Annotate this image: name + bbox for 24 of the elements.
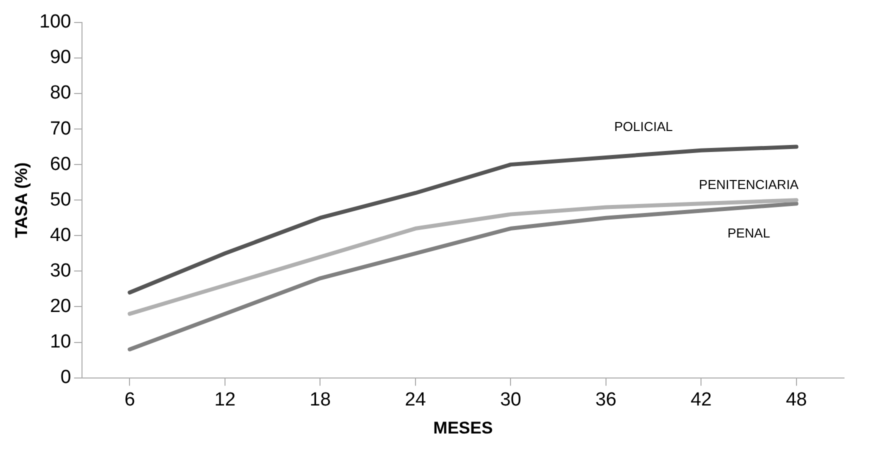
x-tick-label: 6 xyxy=(124,389,136,410)
x-tick-label: 36 xyxy=(595,389,616,410)
y-tick-label: 90 xyxy=(50,47,72,68)
y-axis-title: TASA (%) xyxy=(12,162,31,238)
x-tick-label: 24 xyxy=(404,389,426,410)
y-tick-label: 0 xyxy=(60,367,72,388)
y-tick-label: 60 xyxy=(50,154,72,175)
y-tick-label: 10 xyxy=(50,331,72,352)
x-tick-label: 12 xyxy=(214,389,236,410)
y-tick-label: 40 xyxy=(50,224,72,246)
series-label: PENAL xyxy=(727,225,770,240)
y-tick-label: 30 xyxy=(50,260,72,282)
y-tick-label: 70 xyxy=(50,118,72,140)
x-tick-label: 42 xyxy=(690,389,712,410)
y-tick-label: 100 xyxy=(39,12,72,33)
y-tick-label: 20 xyxy=(50,296,72,317)
series-label: POLICIAL xyxy=(614,118,673,134)
x-tick-label: 30 xyxy=(500,389,522,410)
x-tick-label: 18 xyxy=(310,389,331,410)
series-label: PENITENCIARIA xyxy=(698,176,799,192)
y-tick-label: 50 xyxy=(50,189,72,210)
x-axis-title: MESES xyxy=(433,418,493,438)
y-tick-label: 80 xyxy=(50,82,72,104)
x-tick-label: 48 xyxy=(786,389,807,410)
